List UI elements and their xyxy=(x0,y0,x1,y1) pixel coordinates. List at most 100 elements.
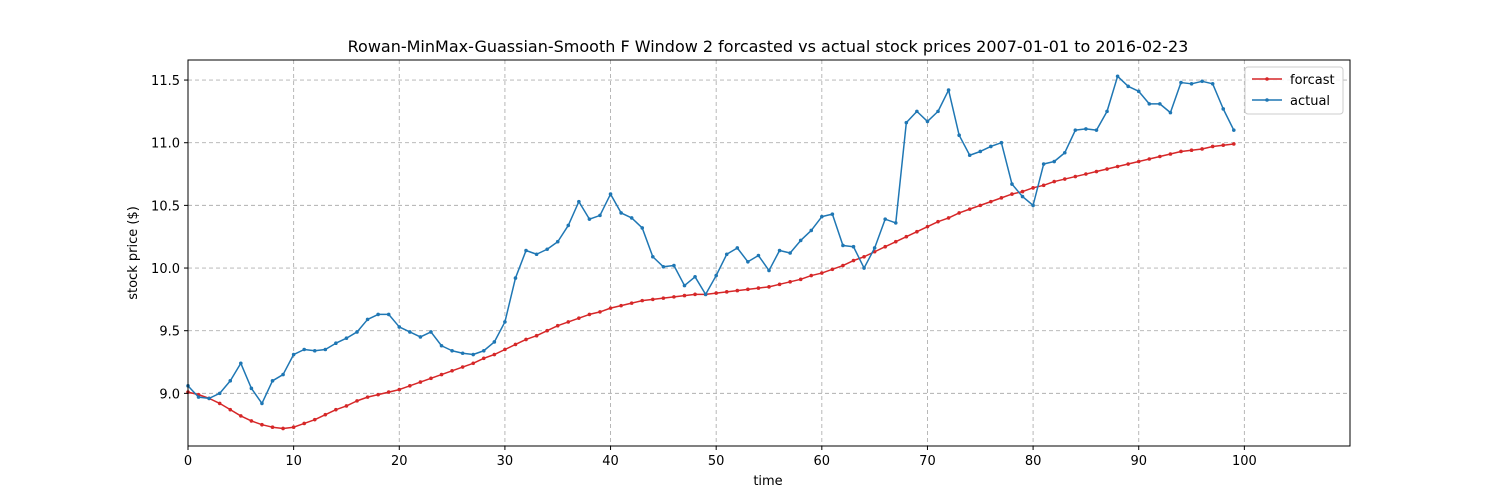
data-point-forcast xyxy=(450,369,454,373)
x-tick-label: 80 xyxy=(1025,454,1042,469)
data-point-forcast xyxy=(1179,149,1183,154)
data-point-forcast xyxy=(239,414,243,418)
data-point-actual xyxy=(946,88,951,92)
data-point-forcast xyxy=(1221,143,1226,148)
data-point-actual xyxy=(1115,74,1120,79)
data-point-forcast xyxy=(534,333,539,338)
data-point-actual xyxy=(978,149,983,154)
data-point-actual xyxy=(798,238,803,243)
plot-frame xyxy=(187,59,1351,447)
data-point-forcast xyxy=(1210,144,1215,149)
data-point-forcast xyxy=(904,234,909,239)
data-point-forcast xyxy=(270,425,275,430)
data-point-forcast xyxy=(724,290,729,294)
y-tick-label: 9.5 xyxy=(159,325,180,340)
series-line-actual xyxy=(187,75,1235,405)
data-point-actual xyxy=(1052,159,1057,164)
data-point-forcast xyxy=(893,239,898,244)
data-point-actual xyxy=(524,248,528,253)
x-tick-label: 90 xyxy=(1130,454,1147,469)
data-point-actual xyxy=(967,153,972,158)
data-point-forcast xyxy=(714,291,718,295)
data-point-forcast xyxy=(735,288,740,293)
data-point-forcast xyxy=(1031,186,1035,190)
data-point-forcast xyxy=(936,219,940,224)
data-point-actual xyxy=(661,264,666,269)
data-point-forcast xyxy=(355,399,359,403)
data-point-forcast xyxy=(746,287,750,292)
data-point-forcast xyxy=(429,376,433,381)
data-point-forcast xyxy=(693,292,697,297)
data-point-actual xyxy=(820,214,824,219)
data-point-actual xyxy=(1073,128,1078,132)
data-point-actual xyxy=(481,348,486,353)
data-point-forcast xyxy=(661,296,666,300)
data-point-forcast xyxy=(386,390,391,394)
data-point-actual xyxy=(862,266,866,270)
data-point-forcast xyxy=(1052,179,1057,184)
data-point-forcast xyxy=(228,407,233,412)
y-axis-label: stock price ($) xyxy=(126,206,141,300)
x-tick-label: 10 xyxy=(285,454,302,469)
data-point-forcast xyxy=(344,404,349,408)
data-point-forcast xyxy=(376,392,380,397)
data-point-forcast xyxy=(915,229,919,234)
data-point-actual xyxy=(1010,182,1014,186)
data-point-forcast xyxy=(217,401,222,406)
data-point-forcast xyxy=(1041,183,1046,188)
data-point-forcast xyxy=(1147,157,1152,161)
legend-label-actual: actual xyxy=(1290,94,1330,109)
legend-marker-forcast xyxy=(1265,77,1269,81)
data-point-forcast xyxy=(1189,148,1194,153)
data-point-actual xyxy=(1147,102,1152,106)
data-point-forcast xyxy=(439,372,444,377)
data-point-actual xyxy=(703,292,708,297)
data-point-actual xyxy=(608,192,613,196)
data-point-forcast xyxy=(1136,159,1141,164)
data-point-actual xyxy=(302,347,307,352)
series-line-forcast xyxy=(187,143,1234,430)
data-point-actual xyxy=(228,379,233,383)
data-point-forcast xyxy=(481,356,486,361)
data-point-actual xyxy=(429,330,433,334)
data-point-actual xyxy=(281,372,285,377)
data-point-forcast xyxy=(1168,152,1173,156)
data-point-actual xyxy=(724,252,729,257)
legend: forcast actual xyxy=(1244,66,1344,115)
data-point-actual xyxy=(555,239,560,244)
data-point-forcast xyxy=(989,199,993,204)
x-tick-label: 50 xyxy=(708,454,725,469)
data-point-actual xyxy=(651,254,655,259)
data-point-forcast xyxy=(651,297,655,302)
data-point-forcast xyxy=(777,282,782,287)
data-point-forcast xyxy=(672,295,676,299)
data-point-forcast xyxy=(640,298,645,303)
data-point-actual xyxy=(471,352,476,357)
data-point-actual xyxy=(344,336,349,341)
series-actual xyxy=(186,74,1236,406)
data-point-forcast xyxy=(1062,177,1067,181)
data-point-actual xyxy=(957,133,961,137)
data-point-forcast xyxy=(587,312,592,317)
data-point-actual xyxy=(492,340,497,344)
data-point-actual xyxy=(260,401,264,406)
data-point-forcast xyxy=(408,384,412,388)
data-point-actual xyxy=(312,348,317,353)
data-point-actual xyxy=(735,246,740,250)
data-point-actual xyxy=(714,273,718,278)
data-point-actual xyxy=(376,312,380,317)
data-point-actual xyxy=(386,312,391,317)
data-point-forcast xyxy=(1200,147,1204,151)
data-point-actual xyxy=(1126,84,1130,89)
data-point-actual xyxy=(619,211,623,215)
data-point-forcast xyxy=(418,380,423,384)
data-point-actual xyxy=(587,217,592,221)
data-point-actual xyxy=(566,223,571,228)
data-point-actual xyxy=(418,335,423,339)
data-point-actual xyxy=(1062,150,1067,155)
data-point-actual xyxy=(1221,107,1226,111)
x-tick-label: 20 xyxy=(391,454,408,469)
data-point-actual xyxy=(1031,203,1035,208)
data-point-forcast xyxy=(524,337,528,342)
data-point-actual xyxy=(439,343,444,348)
